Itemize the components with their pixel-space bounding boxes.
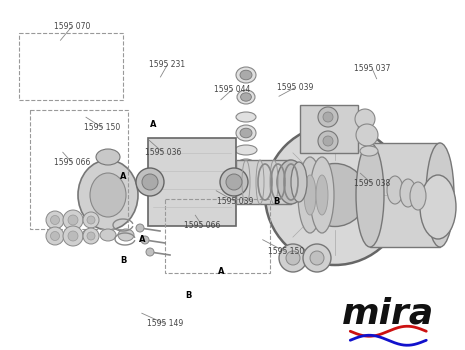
- Ellipse shape: [237, 90, 255, 104]
- Ellipse shape: [220, 168, 248, 196]
- Ellipse shape: [318, 131, 338, 151]
- Bar: [19, 33, 123, 100]
- Ellipse shape: [240, 128, 252, 138]
- Text: 1595 066: 1595 066: [54, 158, 90, 167]
- Text: 1595 231: 1595 231: [149, 60, 186, 69]
- Ellipse shape: [323, 136, 333, 146]
- Ellipse shape: [87, 232, 95, 240]
- Ellipse shape: [51, 216, 60, 224]
- Ellipse shape: [68, 215, 78, 225]
- Ellipse shape: [51, 231, 60, 240]
- Ellipse shape: [100, 229, 116, 241]
- Ellipse shape: [118, 229, 134, 241]
- Ellipse shape: [360, 146, 378, 156]
- Ellipse shape: [46, 211, 64, 229]
- Ellipse shape: [316, 175, 328, 215]
- Ellipse shape: [356, 124, 378, 146]
- Bar: [236, 160, 291, 204]
- Ellipse shape: [83, 228, 99, 244]
- Ellipse shape: [90, 173, 126, 217]
- Ellipse shape: [46, 227, 64, 245]
- Ellipse shape: [236, 112, 256, 122]
- Ellipse shape: [298, 157, 322, 233]
- Text: B: B: [273, 197, 280, 206]
- Text: 1595 149: 1595 149: [147, 319, 183, 328]
- Ellipse shape: [236, 125, 256, 141]
- Ellipse shape: [142, 174, 158, 190]
- Ellipse shape: [63, 210, 83, 230]
- Ellipse shape: [387, 176, 403, 204]
- Ellipse shape: [304, 175, 316, 215]
- Text: 1595 039: 1595 039: [277, 83, 313, 92]
- Text: 1595 066: 1595 066: [184, 221, 220, 230]
- Text: B: B: [185, 291, 192, 300]
- Ellipse shape: [422, 187, 442, 227]
- Ellipse shape: [421, 181, 449, 233]
- Text: 1595 037: 1595 037: [354, 64, 390, 73]
- Ellipse shape: [277, 160, 305, 204]
- Text: 1595 039: 1595 039: [217, 197, 253, 206]
- Text: 1595 036: 1595 036: [145, 148, 181, 157]
- Circle shape: [279, 244, 307, 272]
- Ellipse shape: [68, 231, 78, 241]
- Ellipse shape: [426, 143, 454, 247]
- Ellipse shape: [63, 226, 83, 246]
- Ellipse shape: [323, 112, 333, 122]
- Ellipse shape: [237, 159, 255, 171]
- Ellipse shape: [240, 93, 252, 101]
- Ellipse shape: [410, 182, 426, 210]
- Ellipse shape: [355, 109, 375, 129]
- Ellipse shape: [96, 149, 120, 165]
- Ellipse shape: [420, 175, 456, 239]
- Bar: [165, 199, 270, 273]
- Ellipse shape: [236, 67, 256, 83]
- Ellipse shape: [240, 70, 252, 80]
- Ellipse shape: [141, 236, 149, 244]
- Ellipse shape: [87, 216, 95, 224]
- Text: 1595 150: 1595 150: [268, 247, 304, 257]
- Bar: [293, 254, 317, 262]
- Ellipse shape: [310, 157, 334, 233]
- Text: 1595 070: 1595 070: [54, 22, 90, 31]
- Bar: [300, 105, 358, 153]
- Text: 1595 150: 1595 150: [84, 123, 120, 132]
- Text: A: A: [120, 172, 126, 181]
- Ellipse shape: [356, 143, 384, 247]
- Text: A: A: [139, 235, 145, 244]
- Ellipse shape: [235, 145, 257, 155]
- Ellipse shape: [318, 107, 338, 127]
- Text: mira: mira: [342, 296, 434, 330]
- Ellipse shape: [136, 168, 164, 196]
- Ellipse shape: [291, 162, 307, 202]
- Bar: [30, 110, 128, 229]
- Ellipse shape: [78, 160, 138, 230]
- Ellipse shape: [265, 125, 405, 265]
- Circle shape: [286, 251, 300, 265]
- Ellipse shape: [226, 174, 242, 190]
- Text: A: A: [150, 120, 157, 129]
- Text: B: B: [120, 256, 126, 265]
- Text: 1595 044: 1595 044: [214, 85, 251, 94]
- Ellipse shape: [400, 179, 416, 207]
- Text: A: A: [218, 267, 224, 276]
- Ellipse shape: [146, 248, 154, 256]
- Ellipse shape: [304, 163, 366, 226]
- Circle shape: [310, 251, 324, 265]
- Ellipse shape: [136, 224, 144, 232]
- Bar: [370, 143, 440, 247]
- Bar: [148, 138, 236, 226]
- Ellipse shape: [82, 229, 98, 241]
- Text: 1595 038: 1595 038: [354, 179, 390, 188]
- Circle shape: [303, 244, 331, 272]
- Ellipse shape: [83, 212, 99, 228]
